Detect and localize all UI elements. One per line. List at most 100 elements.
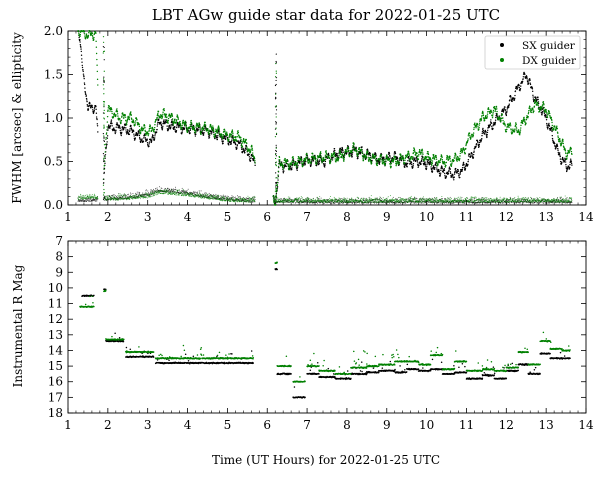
sx-ellipticity-point [170, 190, 172, 192]
sx-fwhm-point [454, 171, 456, 174]
sx-fwhm-point [564, 161, 567, 163]
dx-ellipticity-point [241, 201, 243, 203]
sx-fwhm-point [95, 112, 98, 114]
sx-fwhm-point [492, 124, 494, 127]
sx-fwhm-point [96, 123, 99, 125]
sx-fwhm-point [516, 88, 519, 90]
sx-fwhm-point [85, 95, 88, 97]
sx-fwhm-point [129, 129, 131, 131]
dx-ellipticity-point [147, 192, 149, 194]
sx-fwhm-point [565, 163, 567, 166]
sx-fwhm-point [119, 127, 121, 130]
sx-fwhm-point [464, 168, 466, 171]
sx-fwhm-point [277, 175, 280, 177]
sx-fwhm-point [529, 79, 531, 81]
sx-ellipticity-point [297, 200, 299, 202]
dx-ellipticity-point [239, 198, 241, 200]
sx-fwhm-point [125, 127, 127, 129]
dx-ellipticity-point [287, 201, 289, 203]
sx-ellipticity-point [395, 197, 397, 199]
sx-fwhm-point [570, 161, 573, 163]
sx-fwhm-point [481, 132, 483, 135]
sx-ellipticity-point [142, 192, 144, 194]
dx-ellipticity-point [209, 196, 211, 198]
sx-ellipticity-point [425, 202, 427, 204]
sx-fwhm-point [456, 172, 458, 174]
dx-ellipticity-point [93, 197, 95, 199]
sx-fwhm-point [502, 111, 505, 113]
dx-ellipticity-point [157, 193, 159, 195]
sx-ellipticity-point [323, 202, 325, 204]
sx-ellipticity-point [295, 202, 297, 204]
dx-ellipticity-point [166, 189, 168, 191]
sx-ellipticity-point [92, 199, 94, 201]
sx-fwhm-point [420, 159, 423, 162]
sx-ellipticity-point [113, 194, 115, 196]
sx-ellipticity-point [136, 191, 138, 193]
sx-ellipticity-point [200, 190, 202, 192]
sx-fwhm-point [244, 151, 246, 154]
sx-fwhm-point [244, 149, 246, 152]
sx-fwhm-point [509, 99, 511, 101]
sx-fwhm-point [439, 174, 442, 176]
sx-ellipticity-point [532, 202, 534, 204]
dx-ellipticity-point [117, 194, 119, 196]
sx-fwhm-point [80, 46, 82, 48]
sx-ellipticity-point [468, 202, 470, 204]
sx-fwhm-point [203, 131, 205, 134]
sx-fwhm-point [531, 90, 534, 93]
sx-fwhm-point [478, 145, 480, 147]
sx-fwhm-point [315, 164, 318, 167]
dx-ellipticity-point [175, 192, 177, 194]
sx-ellipticity-point [254, 199, 256, 201]
sx-fwhm-point [252, 159, 255, 162]
dx-ellipticity-point [174, 194, 176, 196]
dx-ellipticity-point [225, 200, 227, 202]
sx-fwhm-point [230, 140, 233, 143]
sx-ellipticity-point [354, 202, 356, 204]
sx-fwhm-point [113, 127, 115, 129]
sx-fwhm-point [506, 111, 508, 113]
sx-ellipticity-point [443, 202, 445, 204]
sx-ellipticity-point [295, 200, 297, 202]
sx-ellipticity-point [568, 198, 570, 200]
dx-ellipticity-point [254, 195, 256, 197]
sx-fwhm-point [522, 76, 525, 78]
sx-fwhm-point [569, 158, 572, 160]
dx-ellipticity-point [112, 198, 114, 200]
sx-fwhm-point [383, 157, 385, 159]
sx-fwhm-point [504, 110, 507, 112]
dx-ellipticity-point [211, 195, 213, 197]
sx-fwhm-point [170, 124, 172, 126]
dx-ellipticity-point [222, 197, 224, 199]
sx-fwhm-point [492, 128, 494, 130]
sx-ellipticity-point [204, 192, 206, 194]
dx-ellipticity-point [153, 192, 155, 194]
dx-ellipticity-point [155, 191, 157, 193]
dx-ellipticity-point [167, 190, 169, 192]
sx-ellipticity-point [416, 198, 418, 200]
sx-fwhm-point [106, 143, 108, 146]
dx-ellipticity-point [223, 195, 225, 197]
sx-ellipticity-point [331, 202, 333, 204]
chart-title: LBT AGw guide star data for 2022-01-25 U… [152, 6, 500, 24]
sx-ellipticity-point [130, 193, 132, 195]
dx-ellipticity-point [198, 195, 200, 197]
sx-fwhm-point [486, 131, 489, 134]
sx-fwhm-point [105, 145, 108, 147]
dx-ellipticity-point [129, 197, 131, 199]
dx-ellipticity-point [169, 191, 171, 193]
sx-fwhm-point [449, 168, 451, 171]
dx-ellipticity-point [151, 190, 153, 192]
sx-fwhm-point [541, 111, 544, 113]
dx-ellipticity-point [167, 193, 169, 195]
dx-ellipticity-point [189, 192, 191, 194]
sx-ellipticity-point [171, 188, 173, 190]
dx-ellipticity-point [180, 192, 182, 194]
dx-ellipticity-point [218, 195, 220, 197]
dx-ellipticity-point [177, 189, 179, 191]
sx-fwhm-point [115, 129, 117, 132]
sx-fwhm-point [425, 168, 427, 171]
dx-ellipticity-point [251, 198, 253, 200]
sx-fwhm-point [106, 141, 108, 143]
